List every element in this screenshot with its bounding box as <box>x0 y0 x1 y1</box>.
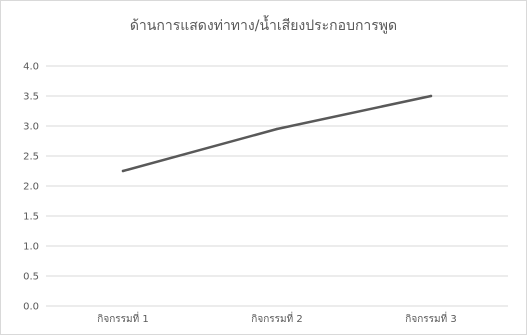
series-line <box>121 94 433 173</box>
y-tick-label: 0.0 <box>23 302 39 313</box>
series-lines <box>121 94 433 173</box>
y-tick-label: 4.0 <box>23 62 39 73</box>
x-tick-label: กิจกรรมที่ 2 <box>251 311 302 325</box>
y-tick-label: 3.0 <box>23 122 39 133</box>
y-tick-label: 1.5 <box>23 212 39 223</box>
chart-title: ด้านการแสดงท่าทาง/น้ำเสียงประกอบการพูด <box>129 18 398 34</box>
x-axis-tick-labels: กิจกรรมที่ 1 กิจกรรมที่ 2 กิจกรรมที่ 3 <box>97 311 456 325</box>
y-tick-label: 2.5 <box>23 152 39 163</box>
x-tick-label: กิจกรรมที่ 1 <box>97 311 148 325</box>
y-tick-label: 0.5 <box>23 272 39 283</box>
y-axis-tick-labels: 0.0 0.5 1.0 1.5 2.0 2.5 3.0 3.5 4.0 <box>23 62 39 313</box>
y-tick-label: 2.0 <box>23 182 39 193</box>
gridlines <box>46 65 508 307</box>
y-tick-label: 3.5 <box>23 92 39 103</box>
y-tick-label: 1.0 <box>23 242 39 253</box>
data-point <box>121 169 125 173</box>
data-point <box>429 94 433 98</box>
x-tick-label: กิจกรรมที่ 3 <box>405 311 456 325</box>
data-point <box>275 127 279 131</box>
